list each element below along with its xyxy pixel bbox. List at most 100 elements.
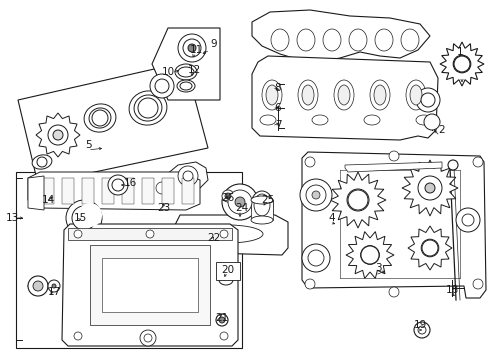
Circle shape <box>307 250 324 266</box>
Circle shape <box>453 56 469 72</box>
Text: 1: 1 <box>456 47 462 57</box>
Circle shape <box>461 214 473 226</box>
Bar <box>142 178 154 204</box>
Polygon shape <box>302 152 485 298</box>
Circle shape <box>219 317 224 323</box>
Circle shape <box>472 157 482 167</box>
Text: 13: 13 <box>5 213 19 223</box>
Circle shape <box>360 246 379 264</box>
Text: 2: 2 <box>438 125 445 135</box>
Bar <box>216 262 240 280</box>
Circle shape <box>455 208 479 232</box>
Circle shape <box>143 334 152 342</box>
Circle shape <box>48 126 67 144</box>
Ellipse shape <box>250 216 272 224</box>
Circle shape <box>150 74 174 98</box>
Circle shape <box>413 322 429 338</box>
Circle shape <box>388 151 398 161</box>
Circle shape <box>420 93 434 107</box>
Circle shape <box>66 200 102 236</box>
Text: 19: 19 <box>412 320 426 330</box>
Text: 14: 14 <box>41 195 55 205</box>
Bar <box>162 178 174 204</box>
Circle shape <box>74 332 82 340</box>
Bar <box>102 178 114 204</box>
Circle shape <box>360 246 378 264</box>
Circle shape <box>305 157 314 167</box>
Text: 17: 17 <box>47 287 61 297</box>
Polygon shape <box>28 277 48 295</box>
Bar <box>42 178 54 204</box>
Ellipse shape <box>250 196 272 204</box>
Text: 21: 21 <box>215 313 228 323</box>
Polygon shape <box>152 28 220 100</box>
Text: 3: 3 <box>374 263 381 273</box>
Circle shape <box>235 197 244 207</box>
Circle shape <box>418 177 440 199</box>
Circle shape <box>72 206 96 230</box>
Circle shape <box>52 284 56 288</box>
Ellipse shape <box>405 80 425 110</box>
Ellipse shape <box>89 108 111 128</box>
Circle shape <box>183 39 201 57</box>
Polygon shape <box>329 172 385 228</box>
Ellipse shape <box>373 85 385 105</box>
Circle shape <box>423 114 439 130</box>
Circle shape <box>347 190 367 210</box>
Text: 16: 16 <box>123 178 136 188</box>
Bar <box>122 178 134 204</box>
Ellipse shape <box>250 191 272 219</box>
Polygon shape <box>36 113 80 157</box>
Circle shape <box>452 55 470 73</box>
Ellipse shape <box>219 275 232 285</box>
Polygon shape <box>165 162 207 190</box>
Polygon shape <box>439 42 483 86</box>
Circle shape <box>108 175 128 195</box>
Bar <box>68 228 231 240</box>
Circle shape <box>187 44 196 52</box>
Circle shape <box>28 276 48 296</box>
Polygon shape <box>18 62 207 184</box>
Text: 10: 10 <box>161 67 174 77</box>
Circle shape <box>302 244 329 272</box>
Circle shape <box>78 203 102 227</box>
Circle shape <box>224 193 230 199</box>
Bar <box>90 245 209 325</box>
Text: 4: 4 <box>328 213 335 223</box>
Ellipse shape <box>409 85 421 105</box>
Ellipse shape <box>297 80 317 110</box>
Circle shape <box>299 179 331 211</box>
Circle shape <box>138 98 158 118</box>
Circle shape <box>417 176 441 200</box>
Text: 24: 24 <box>235 203 248 213</box>
Circle shape <box>222 184 258 220</box>
Circle shape <box>33 281 43 291</box>
Circle shape <box>92 110 108 126</box>
Circle shape <box>48 125 68 145</box>
Text: 23: 23 <box>157 203 170 213</box>
Polygon shape <box>62 224 238 346</box>
Bar <box>102 258 198 312</box>
Circle shape <box>53 130 63 140</box>
Text: 8: 8 <box>274 83 281 93</box>
Ellipse shape <box>253 194 269 216</box>
Ellipse shape <box>323 29 340 51</box>
Circle shape <box>155 79 169 93</box>
Ellipse shape <box>270 29 288 51</box>
Ellipse shape <box>400 29 418 51</box>
Ellipse shape <box>177 80 195 92</box>
Polygon shape <box>168 215 287 255</box>
Circle shape <box>222 190 234 202</box>
Text: 26: 26 <box>221 193 234 203</box>
Polygon shape <box>152 178 172 196</box>
Ellipse shape <box>296 29 314 51</box>
Circle shape <box>227 190 251 214</box>
Circle shape <box>74 230 82 238</box>
Polygon shape <box>346 231 393 278</box>
Circle shape <box>311 191 319 199</box>
Bar <box>250 200 272 220</box>
Circle shape <box>178 34 205 62</box>
Polygon shape <box>345 162 441 172</box>
Text: 15: 15 <box>73 213 86 223</box>
Circle shape <box>156 182 168 194</box>
